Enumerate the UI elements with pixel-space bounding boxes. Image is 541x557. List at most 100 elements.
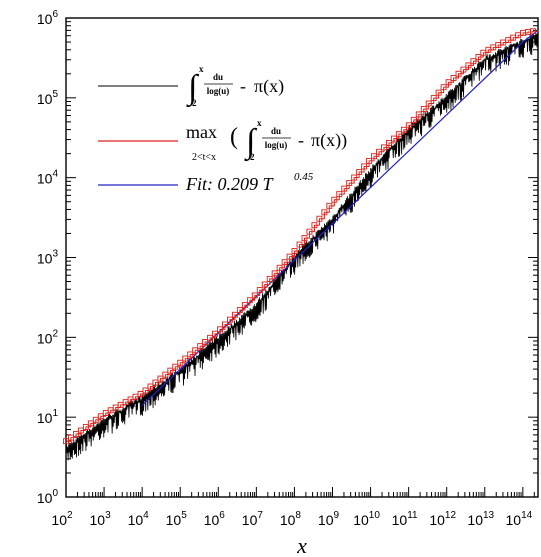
x-tick-label: 106 xyxy=(204,510,226,528)
series-red-marker xyxy=(316,215,323,222)
series-red-marker xyxy=(97,413,104,420)
series-red-marker xyxy=(197,343,204,350)
series-red-marker xyxy=(301,235,308,242)
legend-red-frac-num: du xyxy=(271,126,281,136)
series-red-marker xyxy=(87,420,94,427)
x-tick-label: 1013 xyxy=(467,510,494,528)
series-red-marker xyxy=(291,248,298,254)
series-red-marker xyxy=(346,180,353,187)
series-red-marker xyxy=(231,311,238,318)
series-red-marker xyxy=(475,54,482,60)
x-tick-label: 1014 xyxy=(505,510,532,528)
legend-red-max-sub: 2<t<x xyxy=(192,152,216,163)
series-red-marker xyxy=(470,58,477,65)
legend-black-integral-sign: ∫ xyxy=(186,69,200,108)
x-tick-label: 104 xyxy=(128,510,150,528)
legend-black-frac-den: log(u) xyxy=(207,86,230,96)
legend-blue-fit-exp: 0.45 xyxy=(294,171,314,183)
series-red-marker xyxy=(400,126,407,133)
series-red-marker xyxy=(266,275,273,282)
x-tick-label: 109 xyxy=(318,510,340,528)
x-tick-label: 108 xyxy=(280,510,302,528)
series-red-marker xyxy=(147,383,154,390)
series-red-marker xyxy=(445,79,452,86)
legend: ∫ x 2 du log(u) - π(x) max 2<t<x ( ∫ x 2… xyxy=(98,64,347,194)
y-tick-label: 103 xyxy=(37,249,59,267)
series-red-marker xyxy=(72,431,79,438)
series-red-marker xyxy=(167,367,174,374)
y-tick-label: 102 xyxy=(37,328,59,346)
series-red-marker xyxy=(177,359,184,366)
series-red-marker xyxy=(341,185,348,192)
series-red-marker xyxy=(371,153,377,160)
series-red-marker xyxy=(212,330,219,337)
series-red-marker xyxy=(465,62,472,69)
series-red-marker xyxy=(306,228,313,235)
series-red-marker xyxy=(395,131,402,138)
legend-red-int-lower: 2 xyxy=(250,152,255,162)
series-red-marker xyxy=(157,375,164,382)
series-red-marker xyxy=(381,144,387,151)
axis-ticks xyxy=(65,17,538,498)
series-red-marker xyxy=(68,434,74,441)
series-red-marker xyxy=(202,339,209,345)
series-red-marker xyxy=(405,122,412,129)
series-red-marker xyxy=(420,106,427,112)
series-red-marker xyxy=(137,391,144,397)
series-red-marker xyxy=(222,321,228,328)
series-red-line xyxy=(66,30,539,442)
series-red-marker xyxy=(390,135,397,142)
series-red-marker xyxy=(217,326,223,333)
series-red-marker xyxy=(261,281,268,288)
series-red-marker xyxy=(361,163,368,170)
series-red-marker xyxy=(152,379,159,386)
plot-frame xyxy=(65,17,539,498)
series-red-marker xyxy=(162,371,169,378)
legend-red-int-upper: x xyxy=(257,118,262,128)
legend-red-max: max xyxy=(186,122,217,142)
y-tick-label: 101 xyxy=(37,408,59,426)
series-red-marker xyxy=(311,222,318,229)
series-red-marker xyxy=(321,209,328,216)
series-red-marker xyxy=(77,427,84,434)
y-tick-label: 105 xyxy=(37,89,59,107)
legend-red-lparen: ( xyxy=(230,124,238,150)
series-red-marker xyxy=(187,351,194,358)
y-tick-label: 100 xyxy=(37,488,59,506)
series-red-marker xyxy=(286,253,293,260)
x-tick-label: 103 xyxy=(90,510,112,528)
series-blue-line xyxy=(141,29,539,406)
series-red-marker xyxy=(425,100,432,107)
series-red-marker xyxy=(207,334,214,341)
series-red-marker xyxy=(256,287,263,294)
series-red-marker xyxy=(530,28,536,35)
legend-red-integral-sign: ∫ xyxy=(244,123,258,162)
series-black-line xyxy=(65,33,539,461)
series-red-marker xyxy=(415,111,422,118)
series-red-marker xyxy=(460,66,467,73)
y-tick-label: 106 xyxy=(37,9,59,27)
series-red-marker xyxy=(142,387,149,394)
x-tick-label: 1011 xyxy=(392,510,418,528)
series-red-marker xyxy=(92,416,99,423)
legend-black-int-upper: x xyxy=(199,64,204,74)
series-layer xyxy=(63,28,539,461)
series-red-marker xyxy=(336,191,343,198)
x-tick-label: 107 xyxy=(242,510,264,528)
y-tick-label: 104 xyxy=(37,169,59,187)
series-red-marker xyxy=(440,84,447,91)
legend-red-minus: - xyxy=(298,130,304,150)
series-red-marker xyxy=(376,148,382,155)
legend-black-int-lower: 2 xyxy=(192,98,197,108)
series-red-marker xyxy=(351,174,358,181)
series-red-marker xyxy=(430,95,437,102)
series-red-marker xyxy=(450,75,457,81)
series-red-marker xyxy=(281,259,288,266)
series-red-marker xyxy=(455,70,462,77)
series-red-marker xyxy=(386,140,392,146)
series-red-marker xyxy=(246,297,253,304)
series-red-marker xyxy=(356,169,363,175)
legend-blue-fit: Fit: 0.209 T xyxy=(185,174,274,194)
series-red-marker xyxy=(227,316,233,323)
